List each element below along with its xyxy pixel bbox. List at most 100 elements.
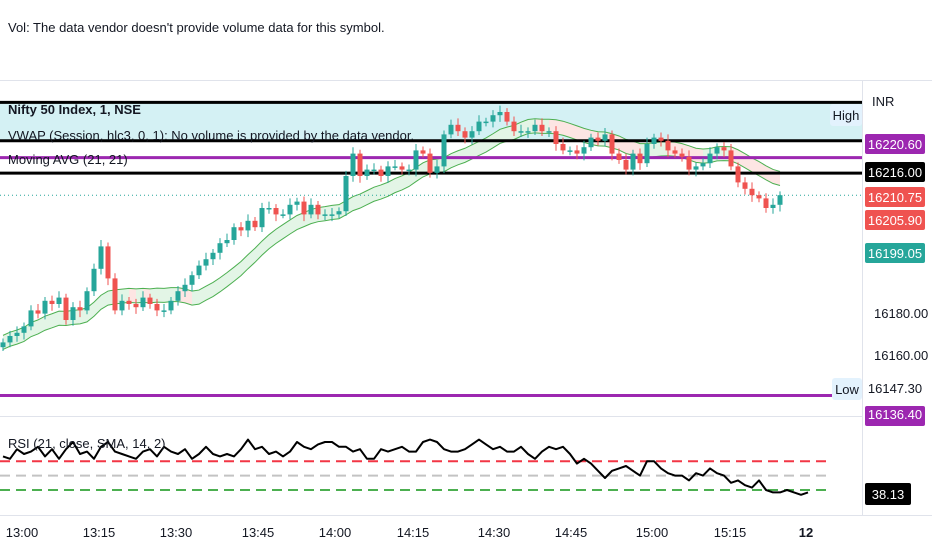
price-badge-label: 16136.40 [868,407,922,422]
candle-body [175,291,181,301]
price-badges: 16220.60 16216.00 16210.75 16205.90 1619… [865,134,925,426]
moving-average-fill-segment [395,175,402,193]
candle-body [91,268,97,292]
candle-body [581,147,587,154]
moving-average-fill-segment [402,172,409,190]
candle-body [777,195,783,205]
time-tick-label: 13:45 [242,525,275,540]
candle-body [742,182,748,189]
candle-body [504,112,510,122]
moving-average-fill-segment [759,161,766,180]
moving-average-fill-segment [199,286,206,305]
candle-body [70,307,76,320]
candle-body [700,163,706,167]
candle-body [154,304,160,311]
candle-body [602,134,608,141]
candle-body [98,246,104,269]
candle-body [0,342,6,348]
price-badge-bg [865,406,925,426]
moving-average-fill-segment [563,121,570,138]
candle-body [252,220,258,228]
candle-body [483,121,489,124]
moving-average-fill-segment [570,123,577,140]
candle-body [224,240,230,244]
candle-body [406,169,412,172]
moving-average-fill-segment [367,187,374,205]
moving-average-fill-segment [220,272,227,292]
candle-body [231,227,237,240]
candle-body [196,265,202,276]
candle-body [217,243,223,253]
moving-average-fill-segment [255,241,262,263]
moving-average-fill-segment [696,148,703,164]
candle-body [63,297,69,320]
rsi-legend[interactable]: RSI (21, close, SMA, 14, 2) [8,436,166,451]
moving-average-fill-segment [577,125,584,143]
candle-body [315,204,321,215]
candle-body [616,153,622,160]
candle-body [126,300,132,304]
moving-average-fill-segment [234,261,241,282]
candle-body [693,166,699,170]
candle-body [644,144,650,164]
candle-body [441,134,447,167]
candle-body [588,137,594,148]
candle-body [371,169,377,172]
moving-average-fill-segment [360,190,367,209]
candle-body [749,188,755,196]
candle-body [630,153,636,170]
candle-body [336,211,342,215]
moving-average-fill-segment [766,165,773,184]
candlestick-series [0,105,783,352]
moving-average-legend[interactable]: Moving AVG (21, 21) [8,152,128,167]
candle-body [714,147,720,154]
candle-body [399,166,405,170]
moving-average-fill-segment [353,194,360,211]
candle-body [658,137,664,141]
candle-body [420,150,426,154]
candle-body [84,291,90,311]
candle-body [168,300,174,311]
candle-body [665,140,671,151]
candle-body [756,195,762,199]
candle-body [329,214,335,216]
moving-average-fill-segment [290,215,297,234]
candle-body [707,153,713,164]
candle-body [392,166,398,168]
candle-body [455,124,461,132]
candle-body [357,153,363,176]
moving-average-fill-segment [164,287,171,303]
moving-average-fill-segment [276,224,283,244]
candle-body [287,204,293,215]
vwap-band [0,102,862,141]
candle-body [609,134,615,154]
vwap-legend[interactable]: VWAP (Session, hlc3, 0, 1): No volume is… [8,128,415,143]
symbol-legend[interactable]: Nifty 50 Index, 1, NSE [8,102,141,117]
moving-average-fill-segment [654,141,661,157]
candle-body [301,201,307,215]
candle-body [679,153,685,157]
low-label: Low [835,382,859,397]
moving-average-fill-segment [486,133,493,153]
time-tick-label: 15:15 [714,525,747,540]
candle-body [385,166,391,176]
candle-body [294,201,300,205]
candle-body [245,220,251,231]
candle-body [686,156,692,170]
moving-average-fill-segment [479,137,486,156]
low-label-bg [832,378,862,400]
candle-body [511,121,517,132]
moving-average-upper-line [2,118,781,336]
candle-body [637,153,643,164]
price-badge-bg [865,210,925,230]
price-badge-bg [865,134,925,154]
moving-average-fill-segment [388,178,395,197]
candle-body [182,284,188,292]
candle-body [728,150,734,167]
price-badge-bg [865,243,925,263]
price-tick-label: 16160.00 [874,348,928,363]
candle-body [532,124,538,132]
moving-average-fill-segment [52,311,59,328]
